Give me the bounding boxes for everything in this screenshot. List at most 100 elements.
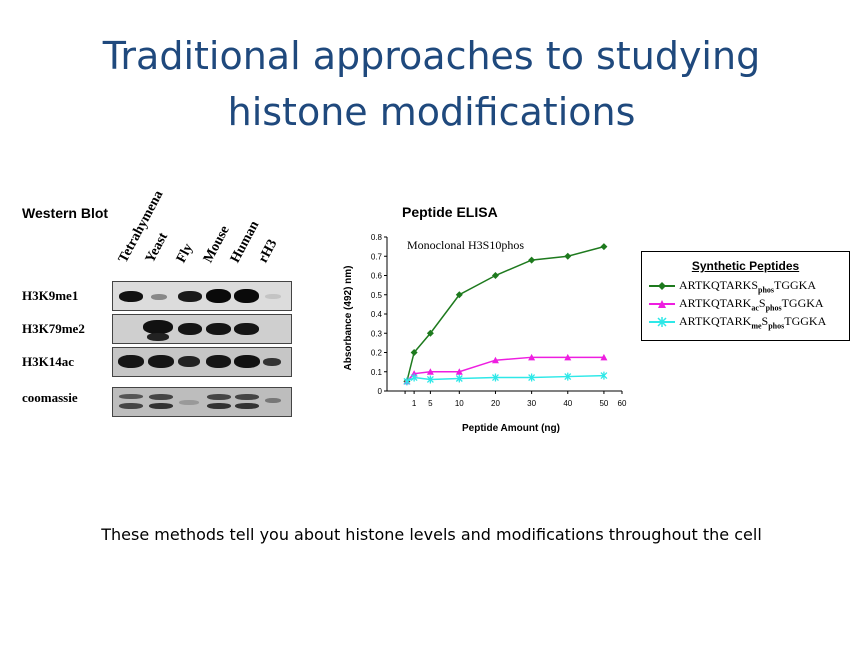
- series-line: [406, 374, 604, 383]
- slide-title: Traditional approaches to studying histo…: [0, 28, 863, 140]
- legend-marker-diamond-icon: [649, 282, 675, 291]
- blot-panel-h3k79me2: [112, 314, 292, 344]
- data-point: [492, 373, 499, 382]
- series-line: [406, 245, 605, 382]
- legend-entry-phos: ARTKQTARKSphosTGGKA: [649, 278, 816, 294]
- blot-band: [206, 289, 231, 303]
- y-tick-label: 0.8: [371, 233, 383, 242]
- legend-entry-me-phos: ARTKQTARKmeSphosTGGKA: [649, 314, 826, 330]
- blot-band: [119, 403, 143, 409]
- row-label-h3k79me2: H3K79me2: [22, 321, 85, 336]
- blot-band: [119, 394, 143, 399]
- lane-label-rh3: rH3: [255, 237, 281, 266]
- slide-title-line2: histone modifications: [227, 90, 636, 134]
- y-tick-label: 0.7: [371, 252, 383, 261]
- blot-band: [178, 323, 202, 335]
- data-point: [426, 329, 434, 337]
- row-label-coomassie: coomassie: [22, 390, 78, 405]
- y-tick-label: 0.3: [371, 329, 383, 338]
- blot-band: [118, 355, 144, 368]
- legend-entry-ac-phos: ARTKQTARKacSphosTGGKA: [649, 296, 824, 312]
- footer-caption: These methods tell you about histone lev…: [101, 525, 762, 544]
- x-axis-label: Peptide Amount (ng): [462, 423, 560, 434]
- data-point: [410, 349, 418, 356]
- blot-panel-h3k9me1: [112, 281, 292, 311]
- blot-band: [143, 320, 173, 334]
- y-tick-label: 0.5: [371, 291, 383, 300]
- blot-band: [147, 333, 169, 341]
- y-tick-label: 0: [378, 387, 383, 396]
- blot-band: [151, 294, 167, 300]
- blot-band: [263, 358, 281, 366]
- y-axis-ticks: 0 0.1 0.2 0.3 0.4 0.5 0.6 0.7 0.8: [371, 233, 387, 396]
- lane-label-mouse: Mouse: [200, 223, 233, 266]
- data-point: [491, 356, 499, 364]
- data-point: [410, 373, 418, 382]
- x-tick-label: 40: [563, 399, 572, 408]
- data-point: [600, 353, 608, 361]
- blot-band: [234, 355, 260, 368]
- blot-band: [265, 398, 281, 403]
- elisa-heading: Peptide ELISA: [402, 204, 498, 220]
- x-tick-label: 20: [491, 399, 500, 408]
- blot-band: [149, 403, 173, 409]
- data-point: [491, 272, 499, 279]
- x-tick-label: 1: [412, 399, 417, 408]
- data-point: [455, 368, 463, 375]
- blot-band: [179, 400, 199, 405]
- data-point: [564, 353, 572, 361]
- blot-band: [234, 289, 259, 303]
- western-blot-heading: Western Blot: [22, 205, 109, 221]
- x-axis-ticks: 1 5 10 20 30 40 50 60: [404, 391, 627, 408]
- blot-band: [119, 291, 143, 302]
- legend-marker-asterisk-icon: [649, 317, 675, 328]
- data-point: [426, 368, 434, 375]
- y-axis-label: Absorbance (492) nm): [343, 265, 354, 370]
- blot-band: [206, 323, 231, 335]
- slide-title-line1: Traditional approaches to studying: [102, 34, 761, 78]
- blot-panel-coomassie: [112, 387, 292, 417]
- blot-band: [235, 403, 259, 409]
- blot-band: [265, 294, 281, 299]
- blot-band: [207, 394, 231, 400]
- data-point: [528, 373, 536, 382]
- blot-band: [149, 394, 173, 400]
- data-point: [600, 243, 608, 251]
- y-tick-label: 0.4: [371, 310, 383, 319]
- series-line: [406, 356, 604, 382]
- blot-band: [178, 291, 202, 302]
- data-point: [564, 372, 572, 381]
- blot-band: [235, 394, 259, 400]
- y-tick-label: 0.6: [371, 272, 383, 281]
- legend-marker-triangle-icon: [649, 300, 675, 309]
- data-point: [564, 252, 572, 260]
- data-point: [455, 291, 463, 299]
- data-point: [426, 375, 434, 384]
- data-point: [528, 353, 536, 361]
- row-label-h3k9me1: H3K9me1: [22, 288, 79, 303]
- blot-band: [234, 323, 259, 335]
- x-tick-label: 60: [618, 399, 627, 408]
- row-label-h3k14ac: H3K14ac: [22, 354, 74, 369]
- data-point: [455, 374, 463, 383]
- blot-panel-h3k14ac: [112, 347, 292, 377]
- x-tick-label: 5: [428, 399, 433, 408]
- data-point: [403, 377, 411, 386]
- elisa-chart: 0 0.1 0.2 0.3 0.4 0.5 0.6 0.7 0.8 1 5 10 20 30 40 50 60…: [343, 233, 627, 434]
- series-layer: [403, 243, 608, 386]
- x-tick-label: 10: [455, 399, 464, 408]
- lane-label-fly: Fly: [173, 241, 197, 266]
- data-point: [600, 371, 608, 380]
- blot-band: [206, 355, 231, 368]
- blot-band: [207, 403, 231, 409]
- x-tick-label: 50: [599, 399, 608, 408]
- legend-title: Synthetic Peptides: [691, 259, 800, 273]
- chart-annotation: Monoclonal H3S10phos: [407, 238, 524, 252]
- y-tick-label: 0.1: [371, 368, 383, 377]
- lane-label-yeast: Yeast: [142, 230, 172, 266]
- blot-band: [178, 356, 200, 367]
- data-point: [528, 256, 536, 264]
- x-tick-label: 30: [527, 399, 536, 408]
- chart-legend: Synthetic Peptides ARTKQTARKSphosTGGKA A…: [641, 251, 850, 341]
- y-tick-label: 0.2: [371, 349, 383, 358]
